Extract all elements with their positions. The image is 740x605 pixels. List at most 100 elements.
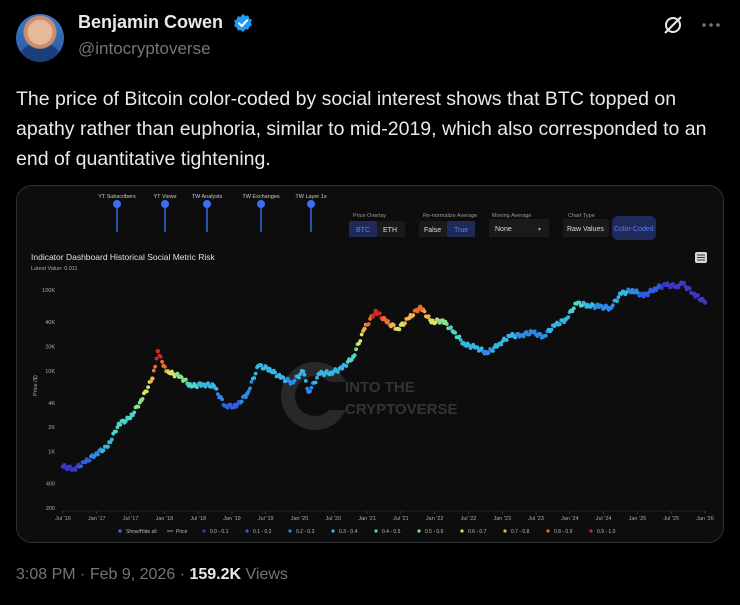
overlay-eth-bg	[377, 221, 405, 237]
legend-item[interactable]: 0.3 - 0.4	[339, 529, 358, 535]
legend-swatch	[118, 529, 122, 533]
slider-handle[interactable]	[203, 200, 211, 208]
data-point	[444, 322, 449, 326]
data-point	[543, 333, 548, 338]
slider-label: YT Subscribers	[98, 194, 136, 200]
x-tick-label: Jul '17	[123, 516, 139, 522]
chart-subtitle: Latest Value: 0.011	[31, 266, 78, 272]
chart-type-raw-button[interactable]: Raw Values	[567, 226, 604, 233]
legend-item[interactable]: Show/Hide all	[126, 529, 157, 535]
data-point	[73, 468, 78, 472]
renorm-false-bg	[419, 221, 447, 237]
tweet-footer: 3:08 PM · Feb 9, 2026 · 159.2K Views	[16, 566, 288, 584]
overlay-btc-button[interactable]: BTC	[356, 227, 370, 234]
y-axis: 100K 40K 20K 10K 4K 2K 1K 400 200	[42, 288, 55, 512]
chart-type-label: Chart Type	[568, 213, 595, 219]
data-point	[687, 286, 692, 291]
price-overlay-label: Price Overlay	[353, 213, 386, 219]
y-axis-label: Price ($)	[33, 375, 39, 396]
legend-item[interactable]: 0.1 - 0.2	[253, 529, 272, 535]
data-point	[538, 332, 543, 337]
slider-handle[interactable]	[113, 200, 121, 208]
data-point	[453, 330, 458, 335]
y-tick-label: 40K	[45, 320, 55, 326]
data-point	[239, 399, 244, 404]
legend-item[interactable]: 0.9 - 1.0	[597, 529, 616, 535]
chart-type-colorcoded-button[interactable]: Color-Coded	[614, 226, 654, 233]
data-point	[645, 293, 650, 298]
data-point	[160, 359, 164, 364]
data-point	[411, 313, 416, 318]
data-point	[216, 392, 220, 397]
data-point	[127, 415, 133, 421]
data-point	[571, 306, 576, 311]
data-point	[308, 389, 312, 394]
data-point	[610, 303, 615, 308]
renormalize-control: Re-normalize Average False True	[419, 213, 477, 237]
legend-item[interactable]: 0.4 - 0.5	[382, 529, 401, 535]
data-point	[292, 378, 297, 383]
x-tick-label: Jan '17	[88, 516, 106, 522]
legend-item[interactable]: 0.0 - 0.1	[210, 529, 229, 535]
legend-item[interactable]: 0.5 - 0.6	[425, 529, 444, 535]
data-point	[702, 300, 708, 305]
data-point	[136, 404, 141, 409]
data-point	[144, 389, 149, 394]
legend-item[interactable]: Price	[176, 529, 188, 535]
slider-handle[interactable]	[257, 200, 265, 208]
overlay-eth-button[interactable]: ETH	[383, 227, 397, 234]
y-tick-label: 1K	[48, 450, 55, 456]
tweet-time[interactable]: 3:08 PM	[16, 566, 76, 583]
tweet-media-chart[interactable]: YT Subscribers YT Views TW Analysts TW Exch…	[16, 185, 724, 543]
data-point	[615, 299, 619, 303]
x-tick-label: Jul '21	[393, 516, 409, 522]
y-tick-label: 200	[46, 506, 55, 512]
separator: ·	[80, 566, 86, 583]
slider-group: YT Subscribers YT Views TW Analysts TW Exch…	[98, 194, 327, 232]
data-point	[430, 318, 435, 323]
x-tick-label: Jul '19	[258, 516, 274, 522]
data-point	[521, 334, 526, 339]
data-point	[591, 303, 596, 307]
legend-swatch	[503, 529, 507, 533]
author-handle[interactable]: @intocryptoverse	[78, 39, 211, 58]
legend-item[interactable]: 0.8 - 0.9	[554, 529, 573, 535]
data-point	[151, 368, 156, 373]
data-point	[114, 429, 118, 434]
data-point	[362, 326, 367, 332]
slider-handle[interactable]	[307, 200, 315, 208]
moving-average-select[interactable]: None	[495, 226, 512, 233]
renorm-false-button[interactable]: False	[424, 227, 441, 234]
avatar[interactable]	[16, 14, 64, 62]
price-overlay-control: Price Overlay BTC ETH	[349, 213, 405, 237]
slider-handle[interactable]	[161, 200, 169, 208]
data-point	[195, 385, 199, 390]
legend-item[interactable]: 0.6 - 0.7	[468, 529, 487, 535]
x-tick-label: Jan '21	[358, 516, 376, 522]
legend-item[interactable]: 0.2 - 0.3	[296, 529, 315, 535]
grok-icon[interactable]	[662, 14, 684, 36]
legend-item[interactable]: 0.7 - 0.8	[511, 529, 530, 535]
chart-background	[17, 186, 723, 542]
author-name[interactable]: Benjamin Cowen	[78, 12, 224, 32]
data-point	[391, 323, 396, 327]
data-point	[457, 334, 462, 339]
data-point	[153, 364, 158, 369]
tweet-date[interactable]: Feb 9, 2026	[89, 566, 176, 583]
data-point	[158, 354, 163, 359]
separator: ·	[179, 566, 186, 583]
social-risk-chart: YT Subscribers YT Views TW Analysts TW Exch…	[17, 186, 723, 542]
data-point	[422, 309, 427, 314]
data-point	[154, 356, 159, 361]
renorm-true-button[interactable]: True	[454, 227, 468, 234]
more-icon[interactable]	[700, 14, 722, 36]
data-point	[109, 437, 114, 442]
x-tick-label: Jul '23	[528, 516, 544, 522]
x-tick-label: Jul '16	[55, 516, 71, 522]
data-point	[132, 410, 137, 415]
hamburger-menu-icon[interactable]	[695, 252, 707, 263]
legend-swatch	[589, 529, 593, 533]
data-point	[696, 293, 700, 298]
data-point	[253, 371, 258, 376]
y-tick-label: 4K	[48, 401, 55, 407]
